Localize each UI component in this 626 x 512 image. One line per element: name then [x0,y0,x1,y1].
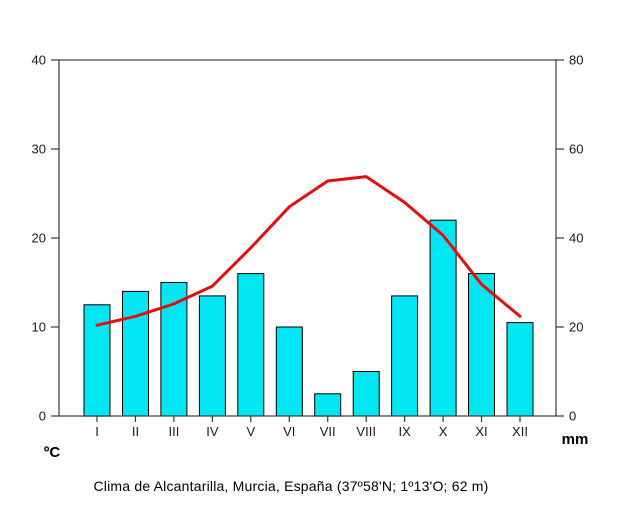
left-axis-tick-label: 30 [32,142,46,157]
right-axis-unit-label: mm [562,431,589,448]
precipitation-bar [429,219,457,417]
month-tick-label: IV [206,424,219,439]
right-axis-tick-label: 80 [569,53,583,68]
precipitation-bar [506,322,534,417]
left-axis-tick-label: 40 [32,53,46,68]
precipitation-bar [122,290,149,417]
precipitation-bar [237,273,265,417]
month-tick-label: IX [398,424,411,439]
month-tick-label: X [439,424,448,439]
precipitation-bar [198,295,226,417]
month-tick-label: XII [512,424,528,439]
month-tick-label: III [168,424,179,439]
right-axis-tick-label: 40 [569,231,583,246]
temperature-line [95,175,522,327]
month-tick-label: VIII [356,424,376,439]
month-tick-label: XI [475,424,487,439]
left-axis-tick-label: 0 [39,409,46,424]
month-tick-label: I [95,424,99,439]
precipitation-bar [468,273,495,417]
precipitation-bar [314,393,342,417]
left-axis-unit-label: ºC [44,444,60,460]
left-axis-tick-label: 10 [32,320,46,335]
month-tick-label: VI [283,424,295,439]
precipitation-bar [275,326,303,417]
right-axis-tick-label: 20 [569,320,583,335]
month-tick-label: V [246,424,255,439]
right-axis-tick-label: 0 [569,409,576,424]
month-tick-label: VII [320,424,336,439]
precipitation-bar [83,304,111,417]
precipitation-bar [352,371,380,417]
precipitation-bar [391,295,419,417]
right-axis-tick-label: 60 [569,142,583,157]
chart-caption: Clima de Alcantarilla, Murcia, España (3… [93,478,489,494]
month-tick-label: II [132,424,139,439]
left-axis-tick-label: 20 [32,231,46,246]
